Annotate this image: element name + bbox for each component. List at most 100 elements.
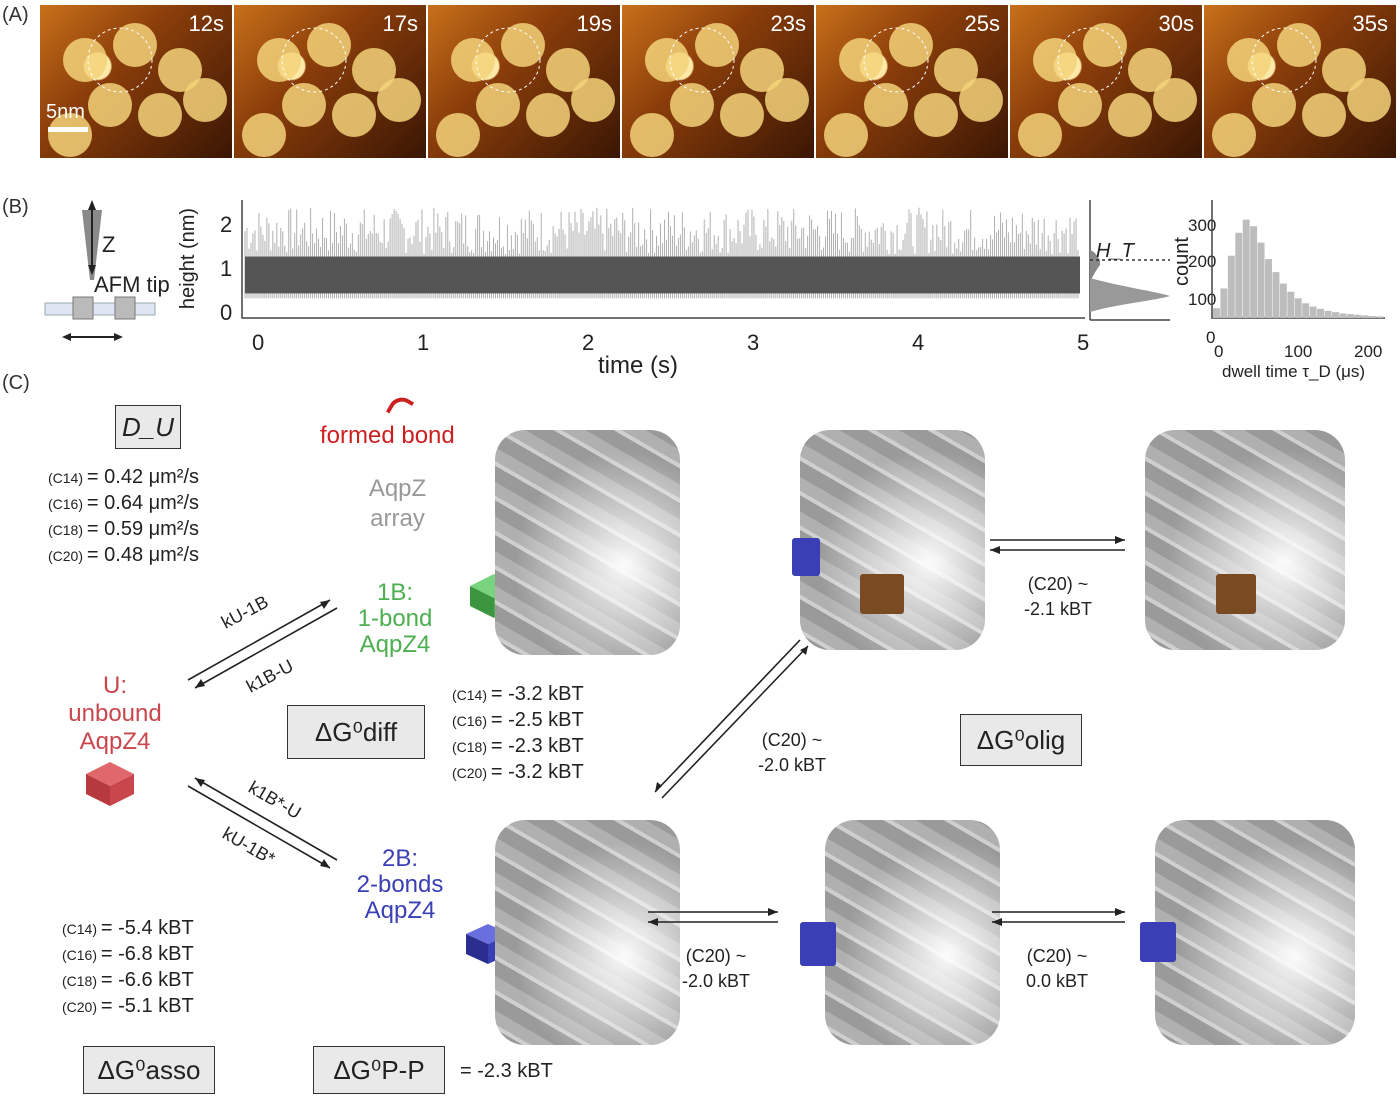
state-1b-label: 1B: 1-bond AqpZ4 bbox=[357, 579, 433, 658]
hist-ytick-100: 100 bbox=[1188, 290, 1217, 309]
eq-top-label: (C20) ~ -2.1 kBT bbox=[1024, 574, 1093, 619]
hist-xtick-200: 200 bbox=[1354, 342, 1383, 361]
scale-bar-label: 5nm bbox=[46, 101, 85, 123]
hist-bar bbox=[1376, 316, 1384, 318]
du-label-box: D_U bbox=[115, 405, 181, 449]
dg-asso-values: (C14) = -5.4 kBT (C16) = -6.8 kBT (C18) = … bbox=[62, 916, 194, 1020]
lipid-label: (C20) bbox=[62, 999, 101, 1015]
scale-bar bbox=[48, 127, 88, 132]
height-hist-upper bbox=[1090, 250, 1100, 282]
brown-unit-top-middle bbox=[860, 574, 904, 614]
value-row: (C16) = -6.8 kBT bbox=[62, 942, 194, 968]
ht-label: H_T bbox=[1096, 240, 1134, 262]
trace-ytick-2: 2 bbox=[220, 212, 233, 237]
value-text: = -2.3 kBT bbox=[490, 735, 584, 757]
lipid-label: (C16) bbox=[452, 713, 491, 729]
afm-frame: 35s bbox=[1204, 5, 1396, 158]
hist-bar bbox=[1309, 306, 1317, 318]
panel-b-label: (B) bbox=[2, 196, 29, 218]
lipid-label: (C16) bbox=[62, 947, 101, 963]
lipid-label: (C14) bbox=[452, 687, 491, 703]
afm-frame-time: 35s bbox=[1352, 11, 1388, 36]
trace-xlabel: time (s) bbox=[598, 352, 678, 379]
value-text: = -5.1 kBT bbox=[100, 995, 194, 1017]
dg-olig-box: ΔG⁰olig bbox=[960, 714, 1082, 766]
value-row: (C20) = -5.1 kBT bbox=[62, 994, 194, 1020]
value-row: (C18) = 0.59 μm²/s bbox=[48, 517, 199, 543]
afm-frame: 12s 5nm bbox=[40, 5, 232, 158]
hist-bar bbox=[1227, 255, 1235, 318]
hist-bar bbox=[1317, 308, 1325, 318]
value-row: (C14) = -5.4 kBT bbox=[62, 916, 194, 942]
value-row: (C20) = 0.48 μm²/s bbox=[48, 543, 199, 569]
afm-frame: 19s bbox=[428, 5, 620, 158]
eq-diag-label: (C20) ~ -2.0 kBT bbox=[758, 730, 827, 775]
hist-bar bbox=[1369, 316, 1377, 318]
hist-bar bbox=[1287, 291, 1295, 318]
value-text: = 0.64 μm²/s bbox=[86, 492, 200, 514]
value-text: = -6.8 kBT bbox=[100, 943, 194, 965]
lipid-label: (C18) bbox=[62, 973, 101, 989]
afm-tip-schematic bbox=[44, 200, 156, 341]
dg-pp-value: = -2.3 kBT bbox=[460, 1060, 553, 1082]
hist-bar bbox=[1250, 226, 1258, 318]
aqpz-array-1b bbox=[495, 430, 680, 655]
height-hist-lower bbox=[1090, 278, 1170, 312]
value-text: = -6.6 kBT bbox=[100, 969, 194, 991]
hist-bar bbox=[1242, 219, 1250, 318]
hist-bar bbox=[1220, 288, 1228, 318]
lipid-label: (C18) bbox=[48, 522, 87, 538]
hist-xtick-0: 0 bbox=[1214, 342, 1224, 361]
hist-bar bbox=[1339, 313, 1347, 318]
trace-xtick: 0 bbox=[252, 330, 265, 355]
panel-a-label: (A) bbox=[2, 4, 29, 26]
height-trace-chart bbox=[241, 200, 1085, 319]
lipid-label: (C20) bbox=[452, 765, 491, 781]
hist-bar bbox=[1331, 312, 1339, 318]
panel-c-label: (C) bbox=[2, 372, 30, 394]
eq-bottom2-label: (C20) ~ 0.0 kBT bbox=[1026, 946, 1089, 991]
trace-xtick: 3 bbox=[747, 330, 760, 355]
afm-tip-label: AFM tip bbox=[94, 272, 170, 297]
hist-bar bbox=[1361, 315, 1369, 318]
trace-xtick: 1 bbox=[417, 330, 430, 355]
afm-frame-time: 23s bbox=[770, 11, 806, 36]
afm-frame: 17s bbox=[234, 5, 426, 158]
afm-frame: 23s bbox=[622, 5, 814, 158]
dg-diff-box: ΔG⁰diff bbox=[287, 705, 425, 759]
hist-xtick-100: 100 bbox=[1284, 342, 1313, 361]
afm-frame-time: 17s bbox=[382, 11, 418, 36]
afm-frame-time: 25s bbox=[964, 11, 1000, 36]
value-text: = 0.42 μm²/s bbox=[86, 466, 200, 488]
eq-bottom1-label: (C20) ~ -2.0 kBT bbox=[682, 946, 751, 991]
lipid-label: (C20) bbox=[48, 548, 87, 564]
lipid-label: (C14) bbox=[62, 921, 101, 937]
blue-unit-top bbox=[792, 538, 820, 576]
trace-xtick: 4 bbox=[912, 330, 925, 355]
trace-xtick: 2 bbox=[582, 330, 595, 355]
value-text: = -2.5 kBT bbox=[490, 709, 584, 731]
unbound-aqpz-icon bbox=[86, 762, 134, 806]
hist-bar bbox=[1294, 298, 1302, 318]
value-row: (C14) = -3.2 kBT bbox=[452, 682, 584, 708]
value-text: = -3.2 kBT bbox=[490, 683, 584, 705]
lipid-label: (C18) bbox=[452, 739, 491, 755]
hist-bar bbox=[1235, 232, 1243, 318]
trace-xtick: 5 bbox=[1077, 330, 1090, 355]
brown-unit-top-right bbox=[1216, 574, 1256, 614]
height-histogram bbox=[1089, 200, 1170, 321]
du-values: (C14) = 0.42 μm²/s (C16) = 0.64 μm²/s (C18… bbox=[48, 465, 199, 569]
blue-unit-bottom-middle bbox=[800, 922, 836, 966]
dg-pp-box: ΔG⁰P-P bbox=[313, 1046, 445, 1094]
state-u-label: U: unbound AqpZ4 bbox=[68, 672, 162, 755]
hist-ytick-300: 300 bbox=[1188, 216, 1217, 235]
dg-asso-box: ΔG⁰asso bbox=[83, 1046, 215, 1094]
value-text: = -5.4 kBT bbox=[100, 917, 194, 939]
hist-bar bbox=[1302, 303, 1310, 318]
value-row: (C16) = 0.64 μm²/s bbox=[48, 491, 199, 517]
afm-frame-time: 19s bbox=[576, 11, 612, 36]
dwell-histogram-chart bbox=[1211, 200, 1385, 319]
dg-diff-values: (C14) = -3.2 kBT (C16) = -2.5 kBT (C18) = … bbox=[452, 682, 584, 786]
hist-bar bbox=[1279, 283, 1287, 318]
